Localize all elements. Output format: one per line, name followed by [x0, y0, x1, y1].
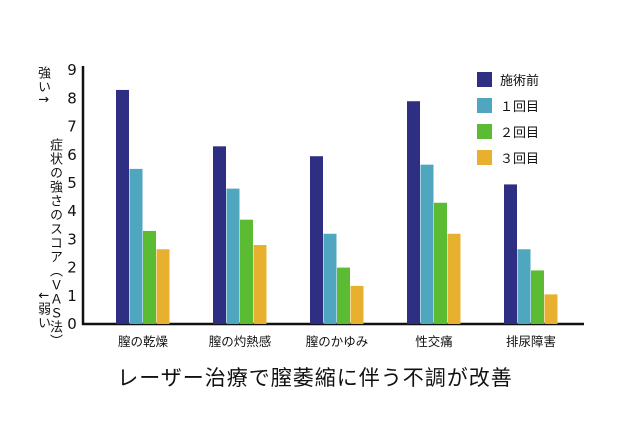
legend-label: 施術前	[500, 73, 539, 89]
bar-5-2	[517, 249, 531, 324]
bar-3-4	[350, 285, 364, 324]
bar-3-2	[323, 233, 337, 324]
legend-swatch-2	[477, 98, 492, 113]
y-tick-label: 1	[67, 287, 77, 305]
legend-label: ３回目	[500, 152, 539, 167]
y-tick-label: 7	[67, 118, 77, 136]
y-tick-label: 4	[67, 202, 77, 220]
x-category-label: 排尿障害	[506, 334, 556, 349]
bar-1-2	[129, 168, 143, 324]
bar-4-4	[447, 233, 461, 324]
legend-label: １回目	[500, 100, 539, 115]
y-tick-label: 6	[67, 146, 77, 164]
x-category-label: 膣のかゆみ	[306, 334, 369, 349]
bar-1-3	[143, 230, 156, 324]
y-tick-label: 9	[67, 61, 77, 79]
chart-caption: レーザー治療で膣萎縮に伴う不調が改善	[117, 366, 513, 390]
bar-5-1	[504, 184, 517, 324]
legend-swatch-4	[477, 150, 492, 165]
x-category-label: 性交痛	[415, 334, 453, 349]
bar-2-1	[213, 146, 226, 324]
x-category-label: 膣の乾燥	[118, 334, 169, 349]
y-tick-label: 2	[67, 259, 77, 277]
y-axis-weak-label: ↓弱い	[35, 290, 50, 330]
bar-4-2	[420, 164, 434, 324]
bar-1-1	[116, 89, 129, 324]
legend-label: ２回目	[500, 126, 539, 141]
bar-2-3	[240, 219, 253, 324]
bar-2-4	[253, 245, 267, 324]
y-axis-strong-label: 強い↑	[35, 66, 50, 106]
bar-2-2	[226, 188, 240, 324]
y-tick-label: 3	[67, 230, 77, 248]
bar-1-4	[156, 249, 170, 324]
y-tick-label: 8	[67, 89, 77, 107]
y-tick-label: 5	[67, 174, 77, 192]
legend-swatch-3	[477, 124, 492, 139]
bar-5-4	[544, 294, 558, 324]
bar-4-3	[434, 202, 447, 324]
x-category-label: 膣の灼熱感	[209, 334, 272, 349]
legend-swatch-1	[477, 72, 492, 87]
bar-5-3	[531, 270, 544, 324]
y-axis-title: 症状の強さのスコア（ＶＡＳ法）	[47, 138, 62, 348]
y-tick-label: 0	[67, 315, 77, 333]
bar-3-3	[337, 267, 350, 324]
bar-4-1	[407, 101, 420, 324]
bar-3-1	[310, 156, 323, 324]
